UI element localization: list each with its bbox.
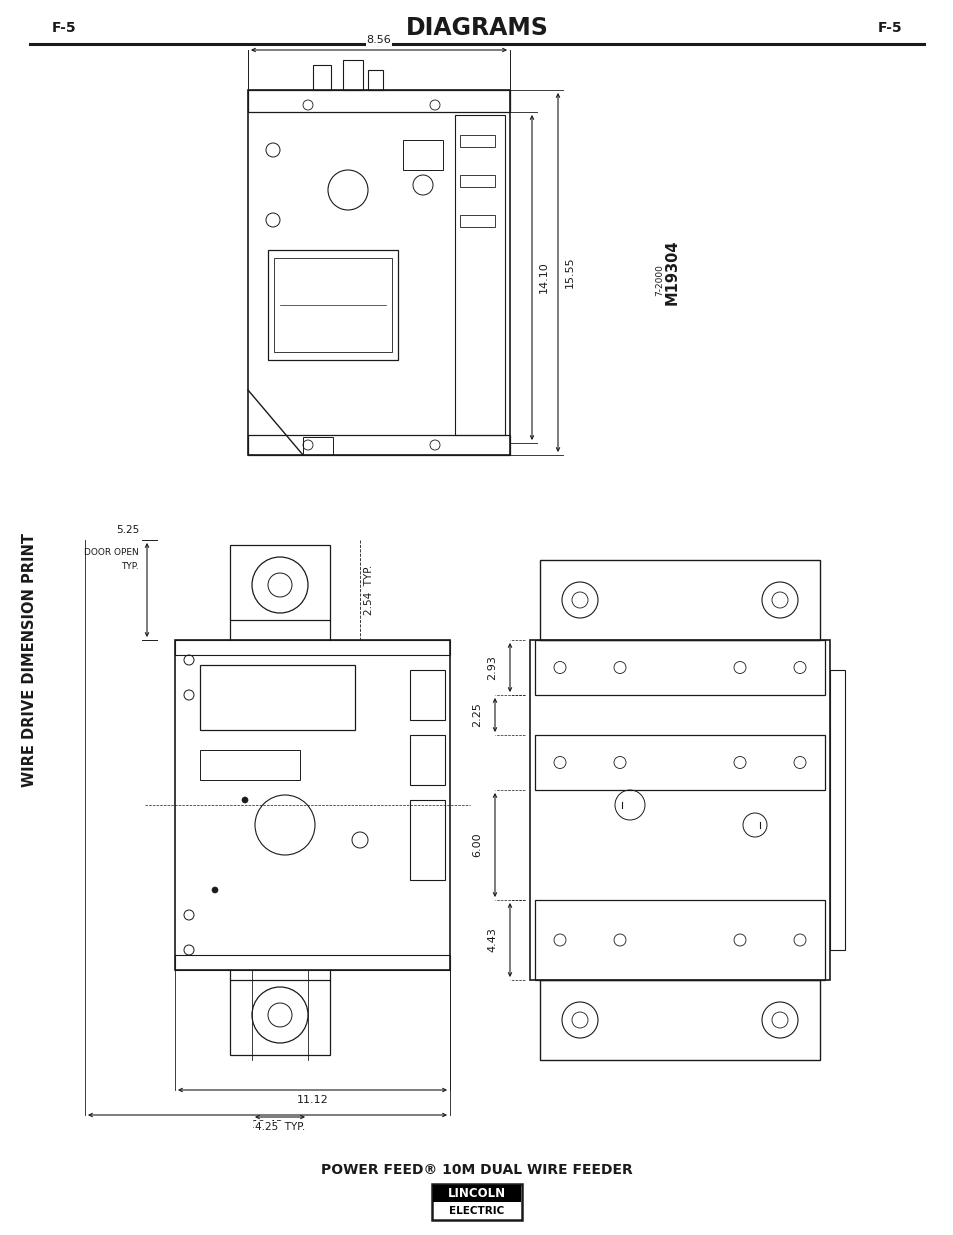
Bar [459,175,495,186]
Text: 4.25  TYP.: 4.25 TYP. [254,1123,305,1132]
Bar [455,115,504,435]
Bar [535,900,824,981]
Bar [829,671,844,950]
Text: M19304: M19304 [664,240,679,305]
Bar [174,640,450,655]
Text: 4.43: 4.43 [486,927,497,952]
Bar [200,750,299,781]
Bar [248,90,510,112]
Text: 11.12: 11.12 [296,1095,328,1105]
Bar [410,671,444,720]
Bar [368,70,382,90]
Bar [459,135,495,147]
Text: 5.25: 5.25 [115,525,139,535]
Bar [268,249,397,359]
Text: ELECTRIC: ELECTRIC [449,1207,504,1216]
Bar [313,65,331,90]
Text: 19.43: 19.43 [252,1120,283,1130]
Text: 2.93: 2.93 [486,655,497,680]
Bar [303,437,333,454]
Bar [539,981,820,1060]
Bar [535,640,824,695]
Bar [230,981,330,1055]
Text: 14.10: 14.10 [538,262,548,294]
Text: DOOR OPEN: DOOR OPEN [84,548,139,557]
Circle shape [242,797,248,803]
Text: F-5: F-5 [877,21,901,35]
Bar [459,215,495,227]
Text: 2.25: 2.25 [472,703,481,727]
Bar [410,800,444,881]
Bar [530,640,829,981]
Text: DIAGRAMS: DIAGRAMS [405,16,548,40]
Bar [410,735,444,785]
Bar [174,955,450,969]
Text: POWER FEED® 10M DUAL WIRE FEEDER: POWER FEED® 10M DUAL WIRE FEEDER [321,1163,632,1177]
Text: 6.00: 6.00 [472,832,481,857]
Text: F-5: F-5 [52,21,76,35]
Bar [200,664,355,730]
Bar [248,90,510,454]
Bar [248,435,510,454]
Bar [535,735,824,790]
Bar [274,258,392,352]
Text: LINCOLN: LINCOLN [448,1188,505,1200]
Circle shape [212,887,218,893]
Bar [174,640,450,969]
Bar [402,140,442,170]
Bar [230,545,330,620]
Text: 15.55: 15.55 [564,257,575,288]
Text: 7-2000: 7-2000 [655,264,664,296]
Bar [343,61,363,90]
Bar [432,1184,521,1220]
Text: 2.54  TYP.: 2.54 TYP. [364,564,374,615]
Text: 8.56: 8.56 [366,35,391,44]
Bar [433,1186,520,1202]
Text: TYP.: TYP. [121,562,139,571]
Text: WIRE DRIVE DIMENSION PRINT: WIRE DRIVE DIMENSION PRINT [23,534,37,787]
Bar [539,559,820,640]
